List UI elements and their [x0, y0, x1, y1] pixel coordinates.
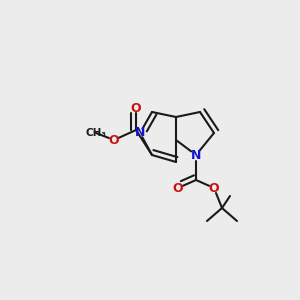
Text: N: N [135, 127, 145, 140]
Text: O: O [173, 182, 183, 194]
Text: CH₃: CH₃ [85, 128, 106, 138]
Text: O: O [131, 101, 141, 115]
Text: N: N [191, 148, 201, 161]
Text: O: O [109, 134, 119, 146]
Text: O: O [209, 182, 219, 194]
